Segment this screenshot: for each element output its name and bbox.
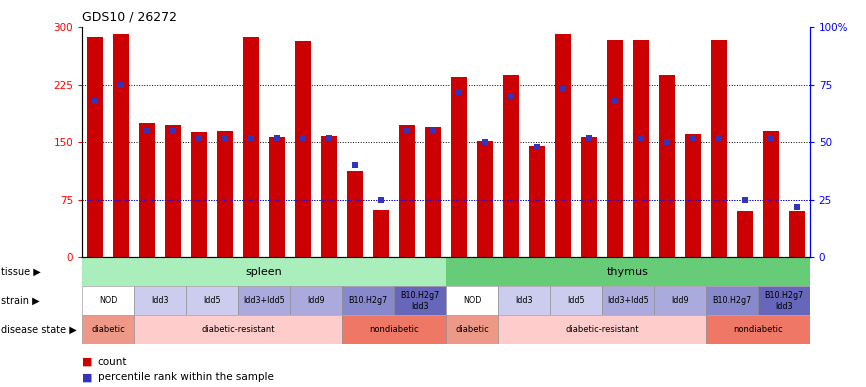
Bar [498,286,550,315]
Text: ldd5: ldd5 [204,296,221,305]
Text: diabetic: diabetic [92,325,125,334]
Bar [217,132,233,257]
Bar [394,286,446,315]
Bar [134,286,186,315]
Bar [758,286,810,315]
Text: B10.H2g7
ldd3: B10.H2g7 ldd3 [400,291,440,311]
Bar [711,40,727,257]
Bar [425,127,441,257]
Bar [451,77,467,257]
Text: ldd9: ldd9 [671,296,688,305]
Bar [659,75,675,257]
Bar [87,37,103,257]
Text: GDS10 / 26272: GDS10 / 26272 [82,10,178,23]
Bar [555,34,571,257]
Text: ldd3: ldd3 [152,296,169,305]
Bar [165,125,181,257]
Text: nondiabetic: nondiabetic [733,325,783,334]
Bar [789,211,805,257]
Text: ldd3: ldd3 [515,296,533,305]
Text: thymus: thymus [607,267,649,277]
Text: tissue ▶: tissue ▶ [1,267,41,277]
Bar [607,40,623,257]
Bar [529,146,545,257]
Text: ■: ■ [82,357,93,367]
Bar [477,141,493,257]
Text: ldd5: ldd5 [567,296,585,305]
Bar [685,134,701,257]
Text: spleen: spleen [246,267,282,277]
Bar [139,123,155,257]
Text: diabetic-resistant: diabetic-resistant [565,325,638,334]
Bar [342,286,394,315]
Bar [737,211,753,257]
Bar [446,286,498,315]
Bar [82,315,134,344]
Bar [373,210,389,257]
Text: NOD: NOD [99,296,118,305]
Bar [290,286,342,315]
Bar [191,132,207,257]
Text: ldd3+ldd5: ldd3+ldd5 [243,296,285,305]
Bar [82,257,446,286]
Bar [763,131,779,257]
Bar [238,286,290,315]
Text: nondiabetic: nondiabetic [369,325,419,334]
Bar [243,37,259,257]
Text: strain ▶: strain ▶ [1,296,40,306]
Text: diabetic-resistant: diabetic-resistant [202,325,275,334]
Text: ldd3+ldd5: ldd3+ldd5 [607,296,649,305]
Bar [113,34,129,257]
Bar [269,137,285,257]
Bar [321,136,337,257]
Bar [550,286,602,315]
Bar [295,41,311,257]
Bar [633,40,649,257]
Bar [706,286,758,315]
Text: ldd9: ldd9 [307,296,325,305]
Bar [581,137,597,257]
Bar [347,171,363,257]
Text: count: count [98,357,127,367]
Bar [503,75,519,257]
Bar [654,286,706,315]
Text: percentile rank within the sample: percentile rank within the sample [98,372,274,382]
Bar [342,315,446,344]
Text: disease state ▶: disease state ▶ [1,325,76,335]
Bar [498,315,706,344]
Text: NOD: NOD [462,296,481,305]
Bar [446,315,498,344]
Bar [82,286,134,315]
Text: B10.H2g7: B10.H2g7 [348,296,388,305]
Bar [446,257,810,286]
Bar [399,125,415,257]
Bar [186,286,238,315]
Text: B10.H2g7: B10.H2g7 [712,296,752,305]
Bar [706,315,810,344]
Bar [602,286,654,315]
Text: B10.H2g7
ldd3: B10.H2g7 ldd3 [764,291,804,311]
Text: diabetic: diabetic [456,325,488,334]
Bar [134,315,342,344]
Text: ■: ■ [82,372,93,382]
